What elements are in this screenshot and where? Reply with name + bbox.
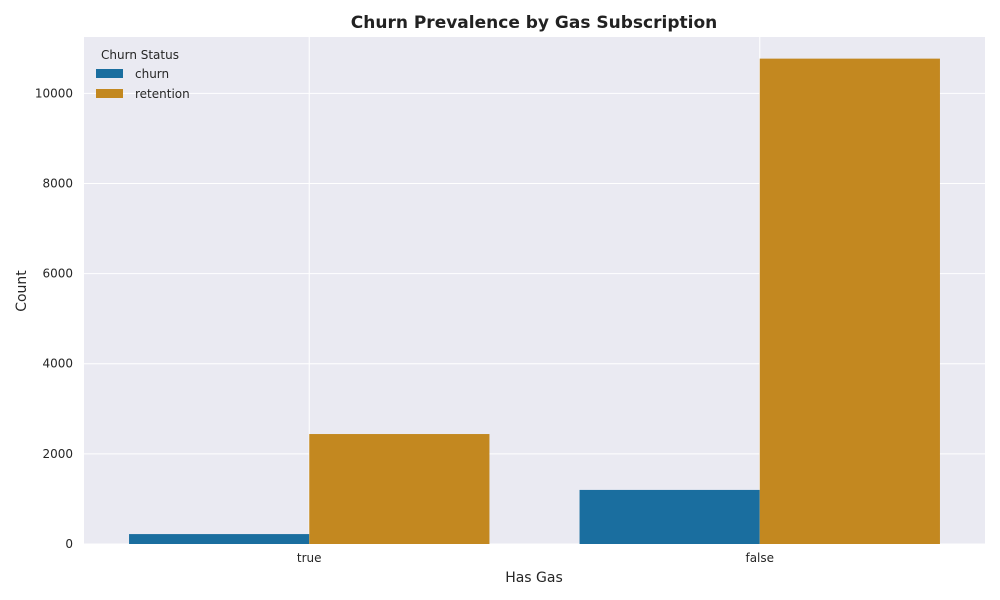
x-axis-label: Has Gas — [505, 570, 563, 586]
bar-retention-false — [759, 58, 940, 545]
x-tick-label: true — [297, 551, 322, 565]
y-axis-label: Count — [14, 270, 30, 312]
legend: Churn Status churn retention — [96, 48, 190, 101]
legend-title: Churn Status — [101, 48, 179, 62]
y-tick-label: 4000 — [42, 357, 73, 371]
y-tick-label: 0 — [65, 537, 73, 551]
bar-retention-true — [309, 434, 490, 544]
legend-label-churn: churn — [135, 67, 169, 81]
bar-churn-true — [129, 534, 310, 544]
bar-churn-false — [579, 489, 760, 544]
legend-swatch-retention — [96, 89, 123, 98]
y-ticks: 0 2000 4000 6000 8000 10000 — [35, 86, 73, 551]
legend-label-retention: retention — [135, 87, 190, 101]
legend-swatch-churn — [96, 69, 123, 78]
x-ticks: true false — [297, 551, 774, 565]
bars — [129, 58, 940, 545]
y-tick-label: 6000 — [42, 267, 73, 281]
y-tick-label: 8000 — [42, 176, 73, 190]
y-tick-label: 2000 — [42, 447, 73, 461]
y-tick-label: 10000 — [35, 86, 73, 100]
x-tick-label: false — [745, 551, 774, 565]
chart-title: Churn Prevalence by Gas Subscription — [351, 13, 717, 33]
